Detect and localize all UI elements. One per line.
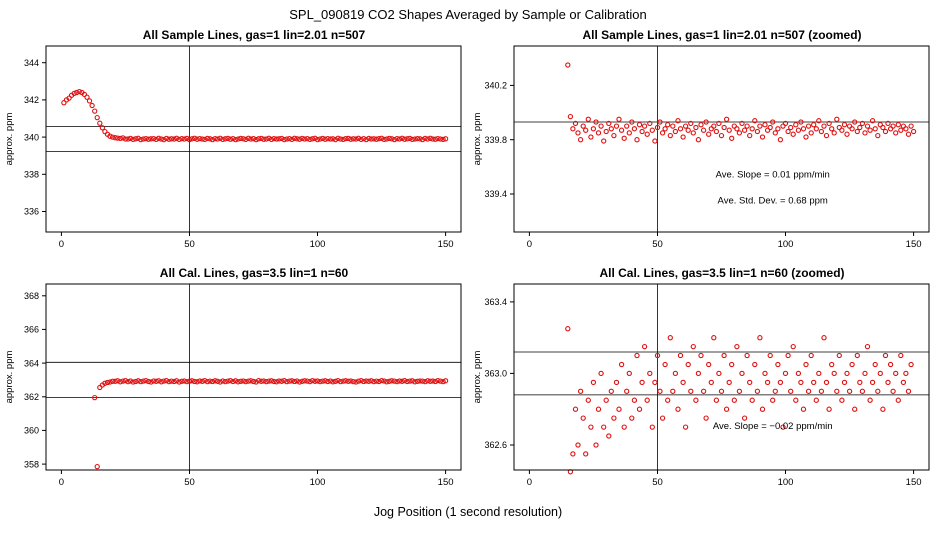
svg-text:363.4: 363.4 (484, 297, 507, 307)
svg-text:340: 340 (24, 132, 39, 142)
svg-text:344: 344 (24, 58, 39, 68)
svg-text:approx. ppm: approx. ppm (472, 351, 483, 404)
svg-text:approx. ppm: approx. ppm (4, 113, 15, 166)
svg-text:368: 368 (24, 291, 39, 301)
plot-grid: 0 50 100 150 336 338 340 342 344 All Sample Lines… (0, 26, 936, 502)
svg-text:0: 0 (527, 239, 532, 250)
plot-cal-lines: 0 50 100 150 358 360 362 364 366 368 All Cal. Line… (4, 266, 462, 488)
svg-text:150: 150 (438, 477, 454, 488)
svg-text:0: 0 (59, 239, 64, 250)
plot-sample-lines-zoomed: 0 50 100 150 339.4 339.8 340.2 All Sample Lines… (472, 28, 930, 250)
x-axis-label: Jog Position (1 second resolution) (373, 505, 563, 519)
plot-cal-lines-zoomed: 0 50 100 150 362.6 363.0 363.4 All Cal. Lines, … (472, 266, 930, 488)
svg-text:Ave. Slope = −0.02 ppm/min: Ave. Slope = −0.02 ppm/min (713, 421, 833, 432)
svg-text:approx. ppm: approx. ppm (472, 113, 483, 166)
svg-text:100: 100 (310, 239, 326, 250)
svg-text:150: 150 (906, 239, 922, 250)
svg-text:362.6: 362.6 (484, 440, 507, 450)
panel-cal-lines: 0 50 100 150 358 360 362 364 366 368 All Cal. Line… (0, 264, 468, 502)
figure-title: SPL_090819 CO2 Shapes Averaged by Sample… (289, 7, 647, 22)
svg-text:150: 150 (906, 477, 922, 488)
svg-text:50: 50 (184, 239, 195, 250)
svg-text:339.8: 339.8 (484, 135, 507, 145)
svg-text:363.0: 363.0 (484, 369, 507, 379)
panel-cal-lines-zoomed: 0 50 100 150 362.6 363.0 363.4 All Cal. Lines, … (468, 264, 936, 502)
svg-text:50: 50 (652, 477, 663, 488)
svg-text:366: 366 (24, 325, 39, 335)
svg-text:50: 50 (652, 239, 663, 250)
svg-text:All Cal. Lines, gas=3.5 lin=1: All Cal. Lines, gas=3.5 lin=1 n=60 (zoom… (599, 266, 844, 280)
svg-text:150: 150 (438, 239, 454, 250)
svg-text:340.2: 340.2 (484, 81, 507, 91)
svg-text:339.4: 339.4 (484, 189, 507, 199)
svg-text:336: 336 (24, 207, 39, 217)
svg-text:All Cal. Lines, gas=3.5 lin=1: All Cal. Lines, gas=3.5 lin=1 n=60 (160, 266, 349, 280)
svg-text:All Sample Lines, gas=1 lin=2.: All Sample Lines, gas=1 lin=2.01 n=507 (… (582, 28, 861, 42)
svg-text:approx. ppm: approx. ppm (4, 351, 15, 404)
svg-text:338: 338 (24, 170, 39, 180)
plot-sample-lines: 0 50 100 150 336 338 340 342 344 All Sample Lines… (4, 28, 462, 250)
svg-text:All Sample Lines, gas=1 lin=2.: All Sample Lines, gas=1 lin=2.01 n=507 (143, 28, 366, 42)
svg-text:358: 358 (24, 459, 39, 469)
svg-text:50: 50 (184, 477, 195, 488)
svg-text:360: 360 (24, 426, 39, 436)
svg-text:342: 342 (24, 95, 39, 105)
figure-page: SPL_090819 CO2 Shapes Averaged by Sample… (0, 7, 936, 519)
svg-text:100: 100 (778, 239, 794, 250)
svg-text:362: 362 (24, 392, 39, 402)
svg-text:100: 100 (778, 477, 794, 488)
svg-text:Ave. Slope = 0.01 ppm/min: Ave. Slope = 0.01 ppm/min (716, 170, 830, 181)
panel-sample-lines-zoomed: 0 50 100 150 339.4 339.8 340.2 All Sample Lines… (468, 26, 936, 264)
panel-sample-lines: 0 50 100 150 336 338 340 342 344 All Sample Lines… (0, 26, 468, 264)
svg-text:100: 100 (310, 477, 326, 488)
svg-text:Ave. Std. Dev. = 0.68 ppm: Ave. Std. Dev. = 0.68 ppm (718, 196, 828, 207)
svg-text:0: 0 (59, 477, 64, 488)
svg-text:0: 0 (527, 477, 532, 488)
svg-text:364: 364 (24, 358, 39, 368)
